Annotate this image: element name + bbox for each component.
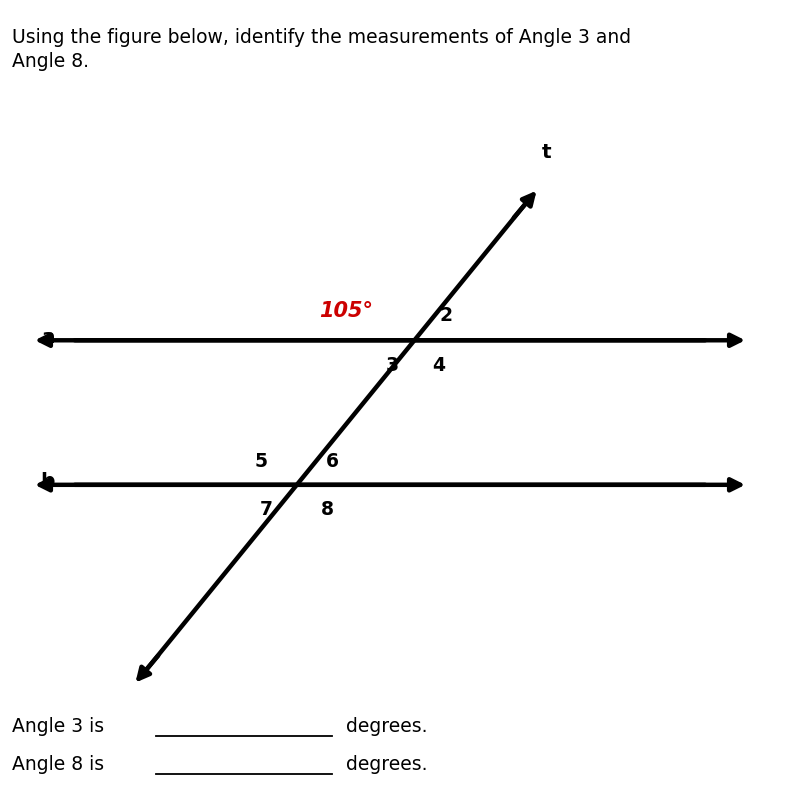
Text: 5: 5 xyxy=(254,452,267,471)
Text: 2: 2 xyxy=(440,306,453,325)
Text: 105°: 105° xyxy=(319,301,374,320)
Text: 6: 6 xyxy=(326,452,339,471)
Text: 4: 4 xyxy=(432,355,445,375)
Text: degrees.: degrees. xyxy=(346,754,428,773)
Text: 8: 8 xyxy=(321,500,334,519)
Text: 3: 3 xyxy=(386,355,398,375)
Text: t: t xyxy=(542,143,551,162)
Text: a: a xyxy=(41,327,55,346)
Text: Angle 8.: Angle 8. xyxy=(12,52,89,71)
Text: Angle 3 is: Angle 3 is xyxy=(12,716,104,735)
Text: 7: 7 xyxy=(260,500,273,519)
Text: degrees.: degrees. xyxy=(346,716,428,735)
Text: Angle 8 is: Angle 8 is xyxy=(12,754,104,773)
Text: b: b xyxy=(41,472,55,491)
Text: Using the figure below, identify the measurements of Angle 3 and: Using the figure below, identify the mea… xyxy=(12,28,631,47)
